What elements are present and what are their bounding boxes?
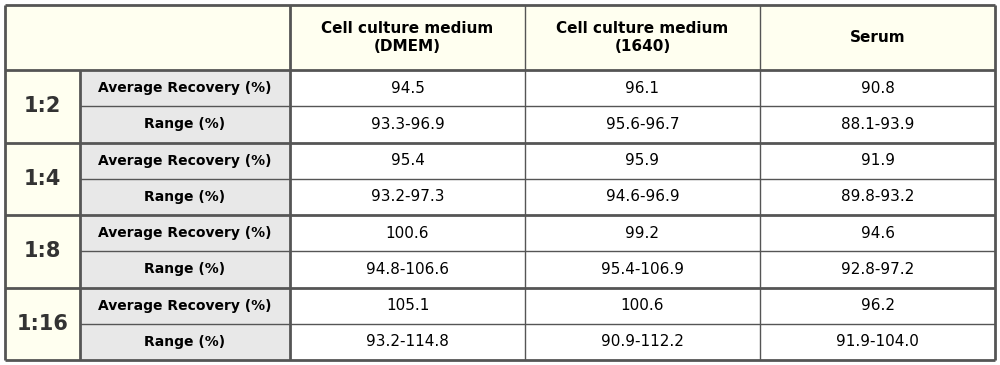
Bar bbox=[5, 5, 290, 70]
Bar bbox=[525, 142, 760, 179]
Text: 94.5: 94.5 bbox=[391, 81, 424, 96]
Bar bbox=[525, 70, 760, 106]
Text: 1:2: 1:2 bbox=[24, 96, 61, 116]
Bar bbox=[525, 251, 760, 288]
Bar bbox=[760, 288, 995, 324]
Bar bbox=[80, 142, 290, 179]
Bar bbox=[290, 106, 525, 142]
Text: 90.8: 90.8 bbox=[861, 81, 894, 96]
Text: Range (%): Range (%) bbox=[144, 262, 226, 276]
Bar bbox=[80, 288, 290, 324]
Bar bbox=[290, 70, 525, 106]
Text: 96.2: 96.2 bbox=[860, 298, 895, 313]
Text: Range (%): Range (%) bbox=[144, 118, 226, 131]
Bar bbox=[5, 215, 80, 288]
Text: 88.1-93.9: 88.1-93.9 bbox=[841, 117, 914, 132]
Bar bbox=[760, 70, 995, 106]
Bar bbox=[80, 251, 290, 288]
Text: 99.2: 99.2 bbox=[626, 226, 660, 241]
Bar bbox=[80, 179, 290, 215]
Text: 95.9: 95.9 bbox=[626, 153, 660, 168]
Text: Range (%): Range (%) bbox=[144, 190, 226, 204]
Bar bbox=[760, 215, 995, 251]
Text: Average Recovery (%): Average Recovery (%) bbox=[98, 299, 272, 313]
Text: Average Recovery (%): Average Recovery (%) bbox=[98, 226, 272, 240]
Text: Average Recovery (%): Average Recovery (%) bbox=[98, 154, 272, 168]
Text: 95.4-106.9: 95.4-106.9 bbox=[601, 262, 684, 277]
Bar bbox=[760, 324, 995, 360]
Bar bbox=[760, 5, 995, 70]
Text: 92.8-97.2: 92.8-97.2 bbox=[841, 262, 914, 277]
Bar bbox=[5, 70, 80, 142]
Text: 93.2-114.8: 93.2-114.8 bbox=[366, 334, 449, 349]
Bar bbox=[290, 251, 525, 288]
Text: 105.1: 105.1 bbox=[386, 298, 429, 313]
Bar bbox=[290, 215, 525, 251]
Bar bbox=[760, 251, 995, 288]
Text: Cell culture medium
(DMEM): Cell culture medium (DMEM) bbox=[321, 21, 494, 54]
Text: 94.6-96.9: 94.6-96.9 bbox=[606, 189, 679, 204]
Bar bbox=[5, 142, 80, 215]
Text: Serum: Serum bbox=[850, 30, 905, 45]
Bar bbox=[80, 106, 290, 142]
Bar bbox=[290, 324, 525, 360]
Text: Range (%): Range (%) bbox=[144, 335, 226, 349]
Text: 91.9: 91.9 bbox=[860, 153, 895, 168]
Bar bbox=[760, 106, 995, 142]
Text: Cell culture medium
(1640): Cell culture medium (1640) bbox=[556, 21, 729, 54]
Bar bbox=[525, 5, 760, 70]
Bar bbox=[760, 142, 995, 179]
Text: 95.6-96.7: 95.6-96.7 bbox=[606, 117, 679, 132]
Bar bbox=[525, 288, 760, 324]
Text: 89.8-93.2: 89.8-93.2 bbox=[841, 189, 914, 204]
Bar bbox=[80, 215, 290, 251]
Bar bbox=[80, 324, 290, 360]
Text: 100.6: 100.6 bbox=[386, 226, 429, 241]
Bar bbox=[290, 179, 525, 215]
Text: 93.2-97.3: 93.2-97.3 bbox=[371, 189, 444, 204]
Text: 100.6: 100.6 bbox=[621, 298, 664, 313]
Bar bbox=[525, 215, 760, 251]
Bar bbox=[525, 106, 760, 142]
Bar bbox=[525, 324, 760, 360]
Text: 1:4: 1:4 bbox=[24, 169, 61, 189]
Text: 91.9-104.0: 91.9-104.0 bbox=[836, 334, 919, 349]
Text: 90.9-112.2: 90.9-112.2 bbox=[601, 334, 684, 349]
Text: 96.1: 96.1 bbox=[626, 81, 660, 96]
Text: 1:8: 1:8 bbox=[24, 241, 61, 261]
Text: 94.8-106.6: 94.8-106.6 bbox=[366, 262, 449, 277]
Bar bbox=[290, 142, 525, 179]
Bar bbox=[290, 5, 525, 70]
Text: Average Recovery (%): Average Recovery (%) bbox=[98, 81, 272, 95]
Bar bbox=[80, 70, 290, 106]
Bar bbox=[760, 179, 995, 215]
Bar bbox=[290, 288, 525, 324]
Bar bbox=[5, 288, 80, 360]
Text: 1:16: 1:16 bbox=[17, 314, 68, 334]
Text: 95.4: 95.4 bbox=[391, 153, 424, 168]
Text: 93.3-96.9: 93.3-96.9 bbox=[371, 117, 444, 132]
Text: 94.6: 94.6 bbox=[860, 226, 895, 241]
Bar bbox=[525, 179, 760, 215]
